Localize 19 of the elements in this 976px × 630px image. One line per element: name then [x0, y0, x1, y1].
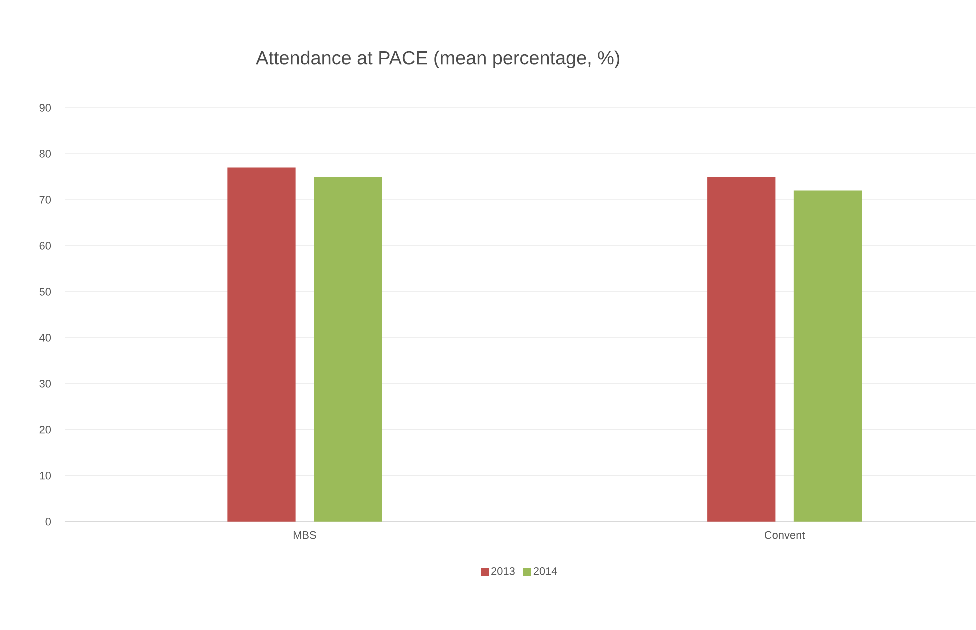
y-tick-label: 70 [40, 196, 52, 204]
y-tick-label: 90 [40, 104, 52, 112]
legend-label: 2013 [492, 568, 515, 576]
bar [314, 177, 382, 522]
y-tick-label: 60 [40, 242, 52, 250]
x-tick-label: Convent [764, 531, 806, 540]
legend-label: 2014 [534, 568, 558, 576]
y-tick-label: 20 [40, 426, 52, 434]
y-tick-label: 80 [40, 150, 52, 158]
y-tick-label: 30 [40, 380, 52, 388]
y-tick-label: 50 [40, 288, 52, 296]
y-tick-label: 10 [40, 472, 52, 480]
bar [708, 177, 776, 522]
x-tick-label: MBS [294, 531, 316, 540]
y-tick-label: 40 [40, 334, 52, 342]
chart-title: Attendance at PACE (mean percentage, %) [256, 50, 620, 69]
bar [794, 190, 862, 522]
y-tick-label: 0 [46, 518, 52, 526]
bar [228, 168, 296, 522]
